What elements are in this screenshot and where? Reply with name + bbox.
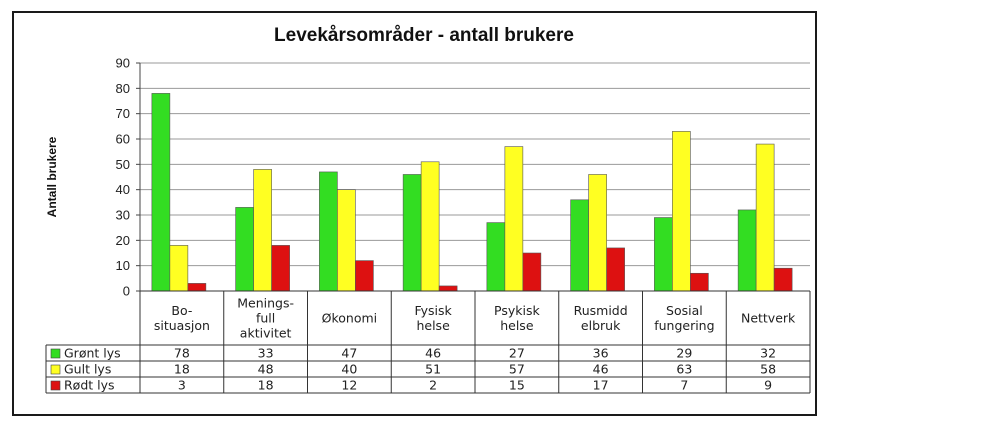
bar-0-7 (737, 209, 757, 292)
bar-2-4 (522, 252, 542, 292)
bar-2-2 (355, 260, 374, 292)
legend-key (50, 348, 61, 359)
bar-1-1 (253, 169, 272, 292)
bar-0-2 (319, 171, 338, 292)
category-label-line: Menings- (237, 296, 294, 311)
table-cell-value: 9 (764, 378, 772, 393)
category-label-line: Psykisk (494, 303, 540, 318)
bar-2-5 (606, 247, 625, 292)
y-tick-label: 80 (116, 81, 130, 96)
category-label-line: fungering (654, 318, 714, 333)
table-cell-value: 12 (341, 378, 357, 393)
chart-frame: Levekårsområder - antall brukere Antall … (12, 11, 817, 416)
bar-chart: Levekårsområder - antall brukere Antall … (45, 25, 811, 394)
category-label: Rusmidd elbruk (574, 303, 628, 333)
category-label: Bo-situasjon (154, 303, 210, 333)
bar-0-5 (570, 199, 589, 292)
table-cell-value: 58 (760, 362, 776, 377)
bar-0-4 (486, 222, 506, 292)
category-label-line: elbruk (581, 318, 621, 333)
category-label-line: helse (500, 318, 534, 333)
legend-key (50, 364, 61, 375)
y-axis-label: Antall brukere (45, 136, 59, 217)
bar-1-4 (504, 146, 524, 292)
y-tick-label: 90 (116, 56, 130, 71)
table-cell-value: 32 (760, 346, 776, 361)
bar-1-5 (588, 174, 607, 292)
bar-2-7 (773, 267, 793, 292)
y-tick-label: 60 (116, 132, 130, 147)
table-cell-value: 2 (429, 378, 437, 393)
y-tick-label: 10 (116, 258, 130, 273)
table-cell-value: 3 (178, 378, 186, 393)
table-cell-value: 57 (509, 362, 525, 377)
category-label: Sosial fungering (654, 303, 714, 333)
table-cell-value: 46 (593, 362, 609, 377)
table-cell-value: 48 (258, 362, 274, 377)
category-label: Nettverk (741, 311, 796, 326)
table-cell-value: 40 (341, 362, 357, 377)
legend-series-name: Gult lys (64, 362, 111, 377)
category-label-line: Fysisk (415, 303, 453, 318)
category-label-line: Økonomi (322, 311, 378, 326)
table-cell-value: 36 (593, 346, 609, 361)
bar-0-1 (235, 207, 254, 292)
table-cell-value: 29 (676, 346, 692, 361)
table-cell-value: 47 (341, 346, 357, 361)
bar-2-6 (690, 272, 709, 292)
y-tick-label: 20 (116, 233, 130, 248)
table-cell-value: 7 (680, 378, 688, 393)
legend-series-name: Grønt lys (64, 346, 121, 361)
bar-2-0 (187, 283, 207, 292)
y-tick-label: 70 (116, 106, 130, 121)
y-tick-label: 30 (116, 208, 130, 223)
category-label-line: Rusmidd (574, 303, 628, 318)
table-cell-value: 33 (258, 346, 274, 361)
table-cell-value: 51 (425, 362, 441, 377)
category-label: Menings-full aktivitet (237, 296, 294, 341)
table-cell-value: 15 (509, 378, 525, 393)
bar-0-3 (402, 174, 422, 292)
category-label-line: Nettverk (741, 311, 796, 326)
bar-1-0 (169, 245, 189, 292)
chart-title: Levekårsområder - antall brukere (274, 25, 574, 46)
bar-1-6 (672, 131, 691, 292)
table-cell-value: 18 (174, 362, 190, 377)
table-cell-value: 78 (174, 346, 190, 361)
table-cell-value: 17 (593, 378, 609, 393)
category-label-line: helse (416, 318, 450, 333)
category-label-line: Bo- (171, 303, 192, 318)
table-cell-value: 46 (425, 346, 441, 361)
category-label: Økonomi (322, 311, 378, 326)
bar-2-3 (438, 285, 458, 292)
bar-0-0 (151, 93, 171, 292)
bar-2-1 (271, 245, 290, 292)
bar-0-6 (654, 217, 673, 292)
y-tick-label: 0 (123, 284, 130, 299)
y-tick-label: 50 (116, 157, 130, 172)
legend-series-name: Rødt lys (64, 378, 115, 393)
table-cell-value: 18 (258, 378, 274, 393)
table-cell-value: 63 (676, 362, 692, 377)
category-label: Psykisk helse (494, 303, 540, 333)
table-cell-value: 27 (509, 346, 525, 361)
legend-key (50, 380, 61, 391)
category-label-line: Sosial (666, 303, 703, 318)
category-label-line: full (256, 311, 275, 326)
bar-1-7 (755, 143, 775, 292)
bar-1-3 (420, 161, 440, 292)
y-tick-label: 40 (116, 182, 130, 197)
category-label-line: situasjon (154, 318, 210, 333)
bar-1-2 (337, 189, 356, 292)
category-label: Fysisk helse (415, 303, 453, 333)
category-label-line: aktivitet (240, 326, 292, 341)
